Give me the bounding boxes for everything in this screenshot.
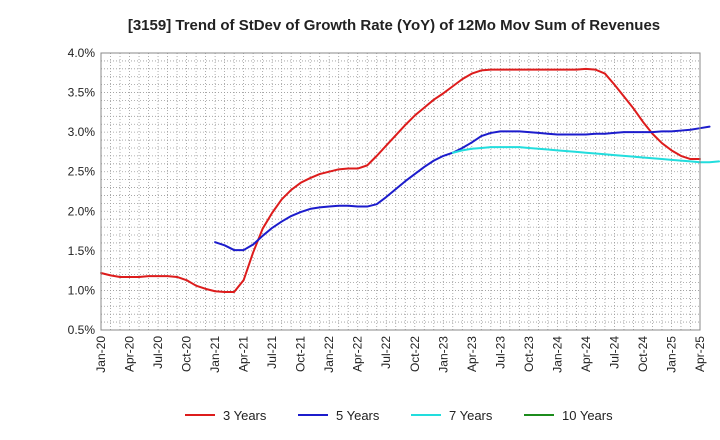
y-tick-label: 3.5% xyxy=(68,86,96,100)
x-tick-label: Jan-24 xyxy=(550,336,564,373)
x-tick-label: Jan-22 xyxy=(322,336,336,373)
axis-layer: 0.5% 1.0% 1.5% 2.0% 2.5% 3.0% 3.5% 4.0% Jan-20 Ap… xyxy=(68,46,707,373)
x-tick-label: Oct-22 xyxy=(408,336,422,372)
x-tick-label: Apr-22 xyxy=(351,336,365,372)
x-tick-label: Apr-20 xyxy=(123,336,137,372)
x-tick-label: Oct-23 xyxy=(522,336,536,372)
x-tick-label: Apr-25 xyxy=(693,336,707,372)
grid-layer xyxy=(101,53,700,330)
x-tick-label: Oct-20 xyxy=(180,336,194,372)
x-tick-label: Jul-22 xyxy=(379,336,393,369)
y-tick-label: 3.0% xyxy=(68,125,96,139)
plot-area xyxy=(101,53,700,330)
series-line-5-years xyxy=(214,125,711,252)
x-tick-label: Apr-21 xyxy=(237,336,251,372)
legend-label-10-years: 10 Years xyxy=(562,408,613,423)
y-tick-label: 1.0% xyxy=(68,283,96,297)
legend: 3 Years 5 Years 7 Years 10 Years xyxy=(185,408,613,423)
legend-label-5-years: 5 Years xyxy=(336,408,380,423)
x-tick-label: Oct-24 xyxy=(636,336,650,372)
y-tick-label: 4.0% xyxy=(68,46,96,60)
series-line-3-years xyxy=(100,67,701,294)
series-layer xyxy=(100,67,720,294)
x-tick-label: Jan-25 xyxy=(664,336,678,373)
y-tick-label: 1.5% xyxy=(68,244,96,258)
y-tick-label: 2.5% xyxy=(68,165,96,179)
legend-label-7-years: 7 Years xyxy=(449,408,493,423)
series-line-7-years xyxy=(451,146,720,164)
x-tick-label: Jul-23 xyxy=(493,336,507,369)
x-tick-label: Jan-21 xyxy=(208,336,222,373)
y-tick-label: 0.5% xyxy=(68,323,96,337)
y-tick-label: 2.0% xyxy=(68,204,96,218)
x-tick-label: Jan-23 xyxy=(436,336,450,373)
x-tick-label: Oct-21 xyxy=(294,336,308,372)
x-tick-label: Jul-24 xyxy=(607,336,621,369)
plot-border xyxy=(100,52,701,331)
x-tick-label: Jul-21 xyxy=(265,336,279,369)
x-tick-label: Jul-20 xyxy=(151,336,165,369)
x-tick-label: Apr-23 xyxy=(465,336,479,372)
legend-label-3-years: 3 Years xyxy=(223,408,267,423)
chart-title: [3159] Trend of StDev of Growth Rate (Yo… xyxy=(128,17,660,34)
x-tick-label: Jan-20 xyxy=(94,336,108,373)
x-tick-label: Apr-24 xyxy=(579,336,593,372)
